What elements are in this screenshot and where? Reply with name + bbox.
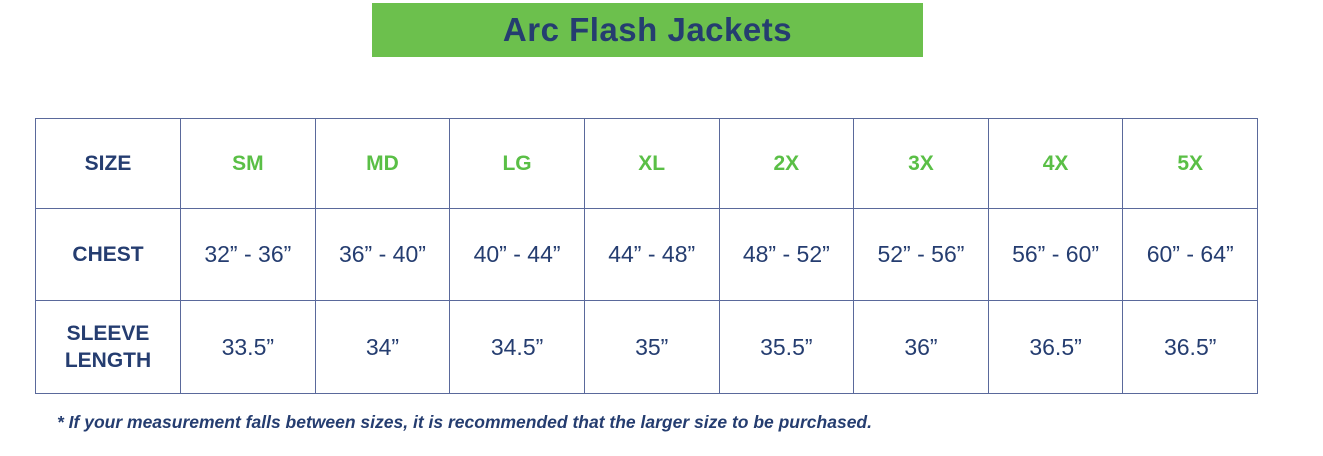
size-col-4x: 4X [987, 118, 1124, 209]
page-title: Arc Flash Jackets [502, 11, 793, 48]
sleeve-value-4x: 36.5” [987, 300, 1124, 394]
sleeve-value-lg: 34.5” [449, 300, 585, 394]
table-row-chest: CHEST 32” - 36” 36” - 40” 40” - 44” 44” … [35, 208, 1258, 301]
sleeve-value-md: 34” [314, 300, 451, 394]
size-col-5x: 5X [1122, 118, 1258, 209]
chest-value-2x: 48” - 52” [718, 208, 855, 301]
title-banner: Arc Flash Jackets [372, 3, 923, 57]
chest-value-3x: 52” - 56” [853, 208, 989, 301]
table-row-sizes: SIZE SM MD LG XL 2X 3X 4X 5X [35, 118, 1258, 209]
sleeve-value-xl: 35” [583, 300, 720, 394]
sleeve-value-sm: 33.5” [180, 300, 316, 394]
footnote: * If your measurement falls between size… [57, 412, 872, 432]
size-col-sm: SM [180, 118, 316, 209]
size-col-3x: 3X [853, 118, 989, 209]
size-col-lg: LG [449, 118, 585, 209]
size-col-xl: XL [583, 118, 720, 209]
sleeve-value-2x: 35.5” [718, 300, 855, 394]
table-row-sleeve-length: SLEEVE LENGTH 33.5” 34” 34.5” 35” 35.5” … [35, 300, 1258, 394]
sleeve-value-3x: 36” [853, 300, 989, 394]
chest-value-lg: 40” - 44” [449, 208, 585, 301]
row-label-chest: CHEST [35, 208, 181, 301]
chest-value-sm: 32” - 36” [180, 208, 316, 301]
size-col-md: MD [314, 118, 451, 209]
chest-value-xl: 44” - 48” [583, 208, 720, 301]
row-label-sleeve-length: SLEEVE LENGTH [35, 300, 181, 394]
chest-value-5x: 60” - 64” [1122, 208, 1258, 301]
chest-value-md: 36” - 40” [314, 208, 451, 301]
chest-value-4x: 56” - 60” [987, 208, 1124, 301]
size-col-2x: 2X [718, 118, 855, 209]
size-chart-table: SIZE SM MD LG XL 2X 3X 4X 5X CHEST 32” -… [35, 118, 1258, 394]
sleeve-value-5x: 36.5” [1122, 300, 1258, 394]
row-label-size: SIZE [35, 118, 181, 209]
